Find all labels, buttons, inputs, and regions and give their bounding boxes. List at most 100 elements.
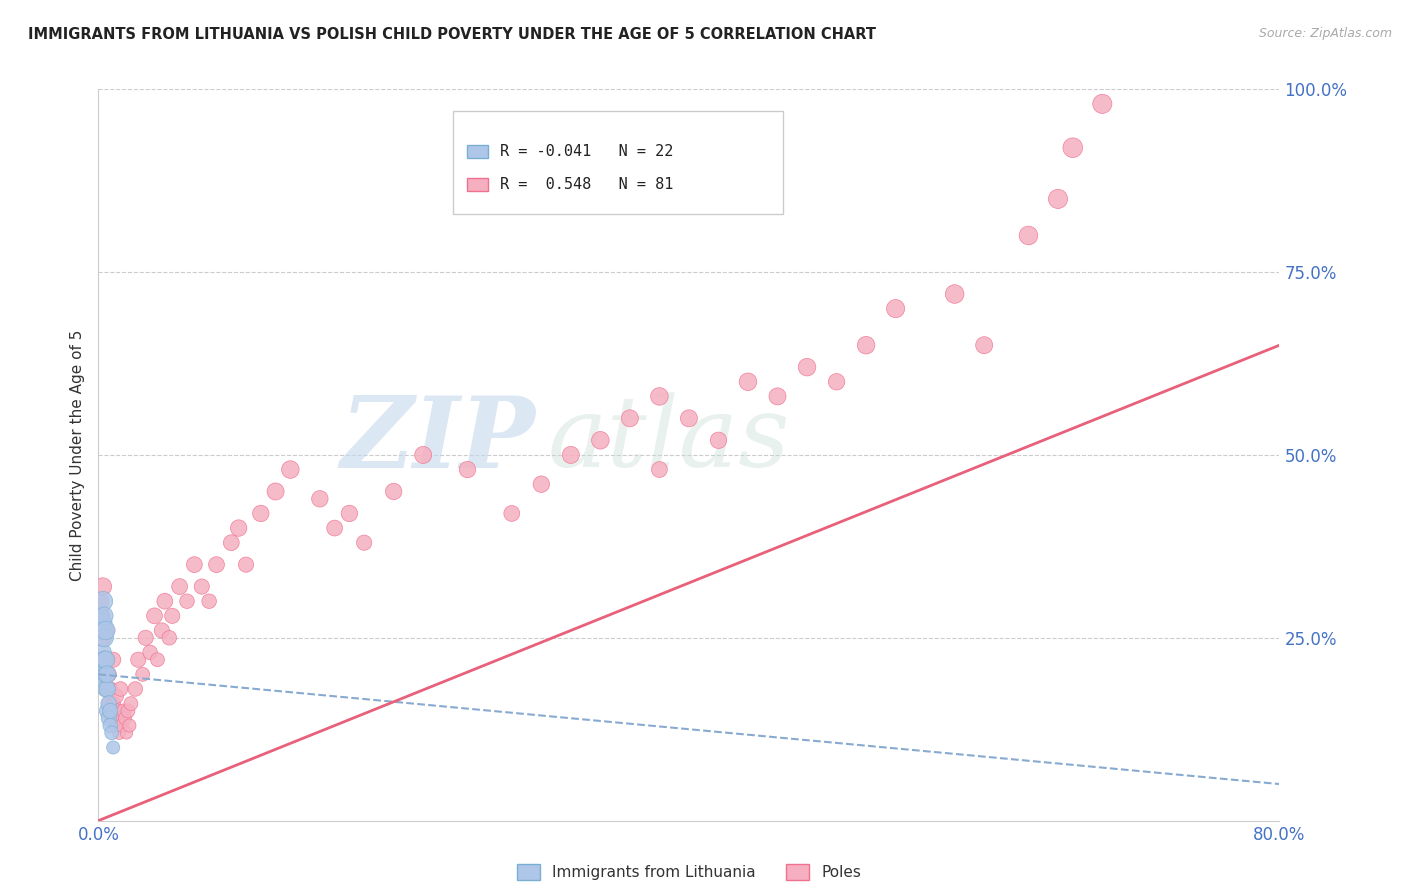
Point (228, 521, 250, 535)
Point (143, 608, 166, 623)
Point (115, 726, 138, 740)
Point (707, 434, 730, 448)
Point (737, 375, 759, 389)
Point (96, 681, 118, 696)
Point (973, 338, 995, 352)
Point (353, 535, 375, 549)
Point (135, 631, 157, 645)
Point (94, 624, 117, 638)
Point (124, 681, 146, 696)
Point (169, 580, 191, 594)
Point (93, 653, 115, 667)
Point (93, 653, 115, 667)
Point (90, 667, 112, 681)
Point (93, 631, 115, 645)
Text: ZIP: ZIP (340, 392, 536, 489)
Point (105, 718, 128, 732)
Bar (467, 178, 488, 191)
Point (96, 653, 118, 667)
Point (855, 338, 877, 352)
Point (91, 594, 114, 608)
Point (98, 704, 121, 718)
Point (120, 697, 142, 711)
Point (235, 558, 257, 572)
Point (117, 704, 139, 718)
Point (146, 653, 169, 667)
Point (943, 287, 966, 301)
Text: Source: ZipAtlas.com: Source: ZipAtlas.com (1258, 27, 1392, 40)
Point (589, 434, 612, 448)
Point (153, 594, 176, 608)
Point (96, 704, 118, 718)
Point (198, 594, 221, 608)
Point (118, 718, 141, 732)
Point (110, 681, 132, 696)
Point (97, 667, 120, 681)
Point (412, 448, 434, 462)
Point (1062, 141, 1084, 155)
Point (107, 704, 129, 718)
Point (648, 389, 671, 403)
Point (90, 608, 112, 623)
Point (90, 624, 112, 638)
Point (176, 594, 198, 608)
Point (183, 558, 205, 572)
Point (94, 681, 117, 696)
Point (191, 580, 214, 594)
Point (103, 740, 125, 755)
Point (104, 711, 127, 725)
Point (91, 616, 114, 631)
Point (105, 690, 128, 704)
Point (280, 462, 302, 476)
Point (560, 448, 582, 462)
Point (501, 507, 523, 521)
Point (94, 653, 117, 667)
Point (91, 580, 114, 594)
Point (94, 667, 117, 681)
Point (825, 375, 848, 389)
Point (205, 558, 228, 572)
Point (94, 667, 117, 681)
Point (91, 631, 114, 645)
Point (93, 608, 115, 623)
Point (114, 711, 136, 725)
Point (1018, 228, 1040, 243)
Point (96, 667, 118, 681)
Point (103, 653, 125, 667)
Legend: Immigrants from Lithuania, Poles: Immigrants from Lithuania, Poles (510, 858, 868, 886)
Point (264, 484, 287, 499)
Point (619, 411, 641, 425)
Text: atlas: atlas (547, 392, 790, 488)
Point (97, 711, 120, 725)
Point (150, 624, 173, 638)
Point (157, 631, 180, 645)
Point (91, 645, 114, 659)
Point (110, 711, 132, 725)
Point (108, 726, 131, 740)
Text: IMMIGRANTS FROM LITHUANIA VS POLISH CHILD POVERTY UNDER THE AGE OF 5 CORRELATION: IMMIGRANTS FROM LITHUANIA VS POLISH CHIL… (28, 27, 876, 42)
Y-axis label: Child Poverty Under the Age of 5: Child Poverty Under the Age of 5 (69, 329, 84, 581)
Text: R = -0.041   N = 22: R = -0.041 N = 22 (501, 144, 673, 159)
Point (796, 360, 818, 375)
Point (89, 608, 111, 623)
Point (339, 507, 361, 521)
Point (309, 491, 332, 506)
Point (97, 697, 120, 711)
FancyBboxPatch shape (453, 112, 783, 213)
Point (1091, 96, 1114, 111)
Point (127, 653, 149, 667)
Point (100, 726, 122, 740)
Point (139, 645, 162, 659)
Point (678, 411, 700, 425)
Point (96, 681, 118, 696)
Text: R =  0.548   N = 81: R = 0.548 N = 81 (501, 177, 673, 192)
Point (884, 301, 907, 316)
Point (221, 535, 243, 549)
Bar (467, 145, 488, 158)
Point (382, 484, 405, 499)
Point (98, 718, 121, 732)
Point (98, 681, 121, 696)
Point (111, 718, 134, 732)
Point (323, 521, 346, 535)
Point (530, 477, 553, 491)
